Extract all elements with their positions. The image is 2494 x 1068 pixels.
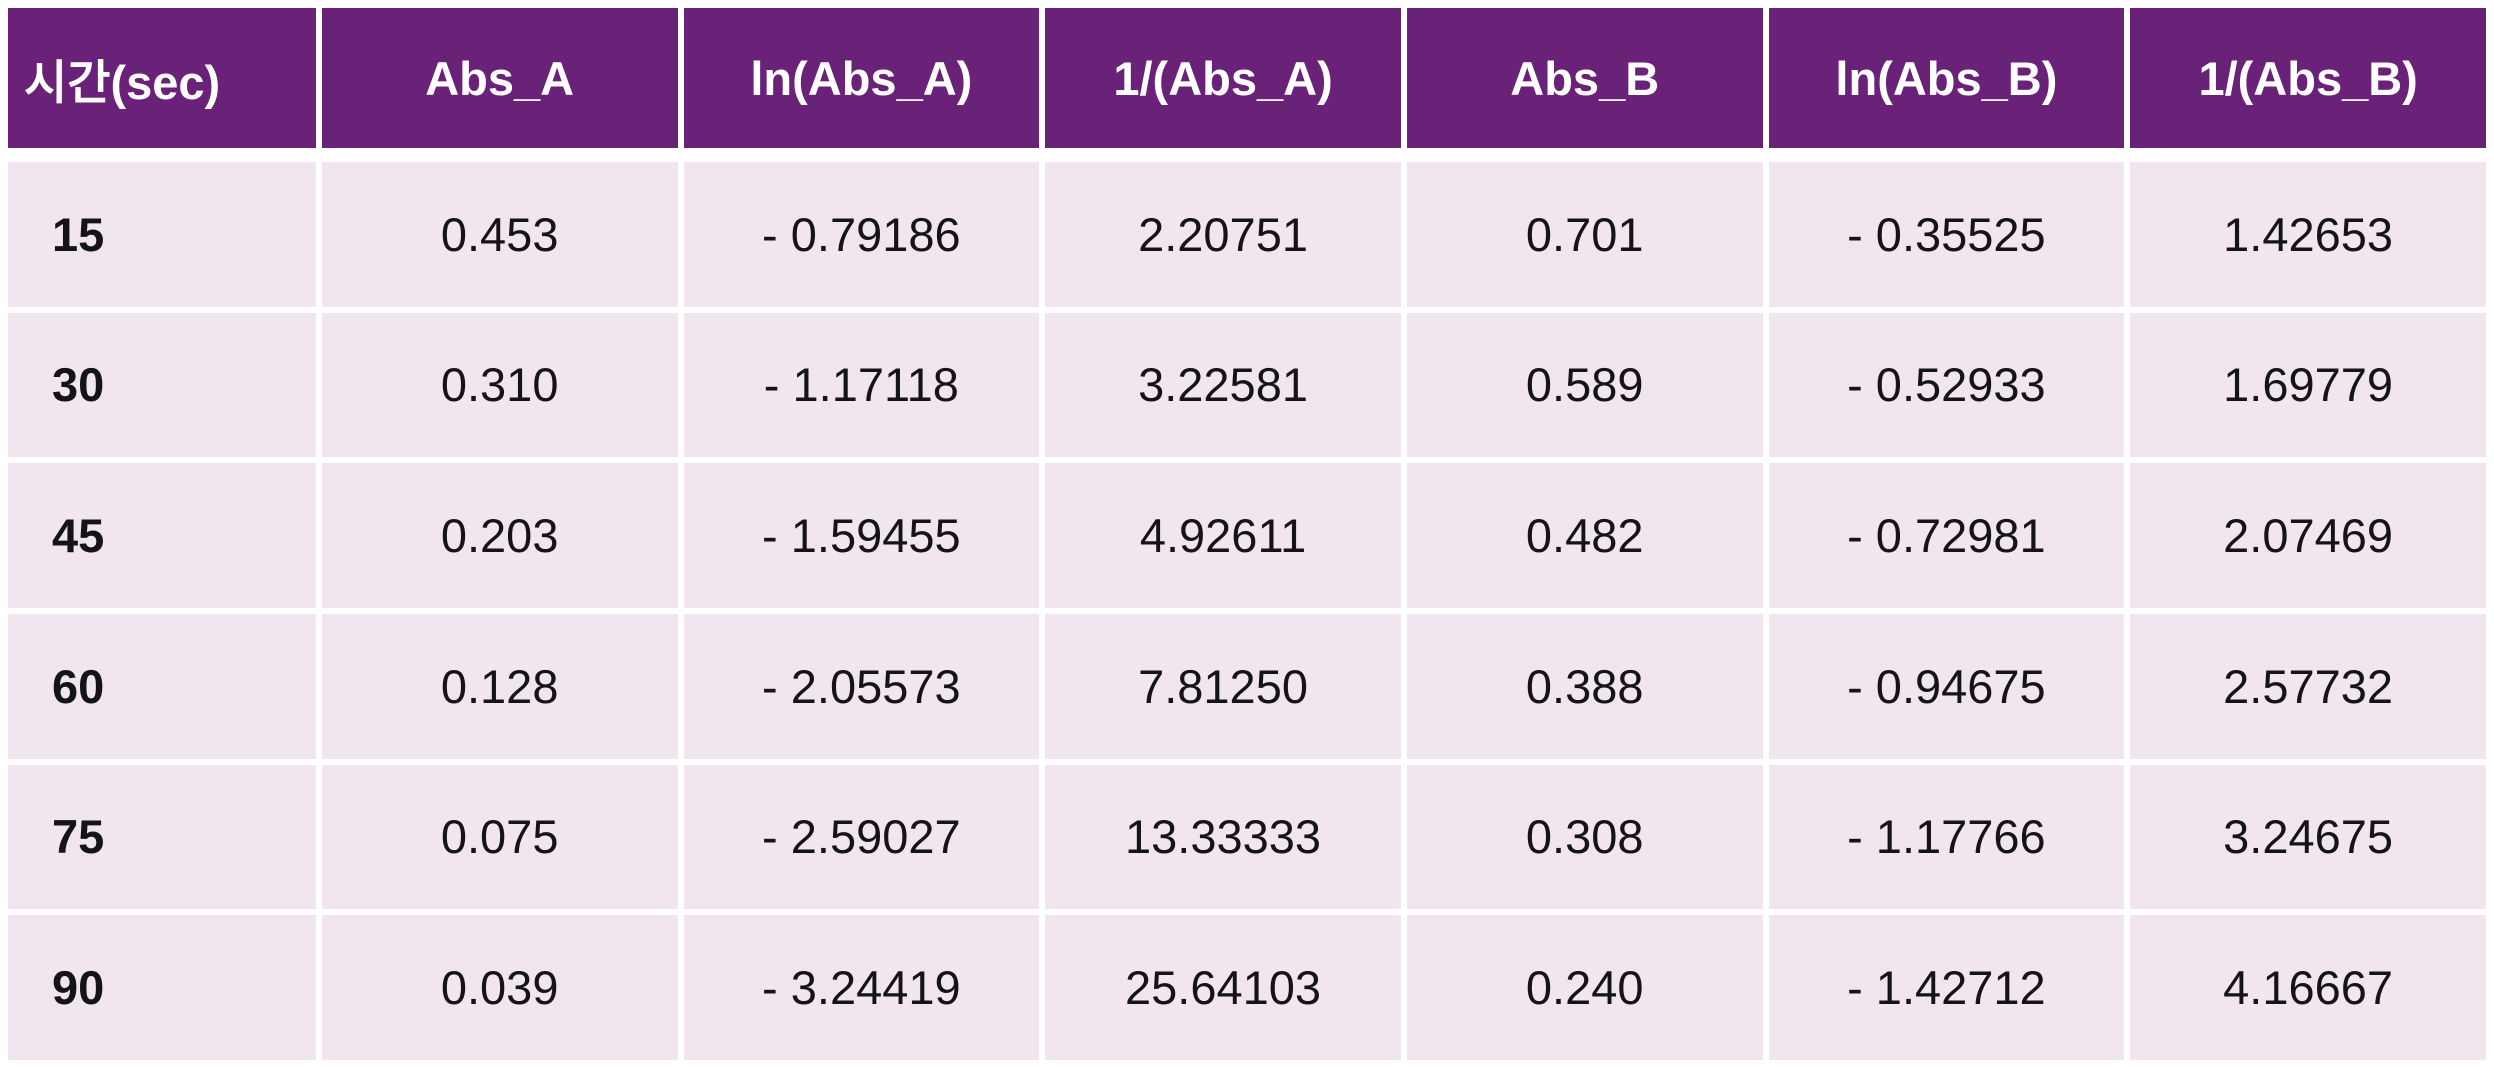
value-cell: 0.388 bbox=[1406, 613, 1763, 759]
value-cell: 0.453 bbox=[321, 162, 678, 307]
value-cell: - 1.42712 bbox=[1768, 915, 2125, 1060]
value-cell: - 2.59027 bbox=[683, 764, 1040, 910]
value-cell: 1.69779 bbox=[2130, 312, 2486, 458]
value-cell: - 0.94675 bbox=[1768, 613, 2125, 759]
value-cell: 0.701 bbox=[1406, 162, 1763, 307]
column-header-inv-abs-a: 1/(Abs_A) bbox=[1045, 8, 1401, 156]
value-cell: 13.33333 bbox=[1045, 764, 1401, 910]
value-cell: - 1.17766 bbox=[1768, 764, 2125, 910]
value-cell: 0.039 bbox=[321, 915, 678, 1060]
table-row: 45 0.203- 1.59455 4.92611 0.482- 0.72981 2.0… bbox=[8, 463, 2486, 608]
table-row: 90 0.039- 3.24419 25.64103 0.240- 1.42712 4.… bbox=[8, 915, 2486, 1060]
value-cell: - 1.17118 bbox=[683, 312, 1040, 458]
value-cell: 0.308 bbox=[1406, 764, 1763, 910]
value-cell: 25.64103 bbox=[1045, 915, 1401, 1060]
time-cell: 30 bbox=[8, 312, 316, 458]
value-cell: - 0.79186 bbox=[683, 162, 1040, 307]
column-header-inv-abs-b: 1/(Abs_B) bbox=[2130, 8, 2486, 156]
value-cell: 1.42653 bbox=[2130, 162, 2486, 307]
value-cell: 3.22581 bbox=[1045, 312, 1401, 458]
time-cell: 75 bbox=[8, 764, 316, 910]
time-cell: 15 bbox=[8, 162, 316, 307]
value-cell: - 1.59455 bbox=[683, 463, 1040, 608]
table-row: 30 0.310- 1.17118 3.22581 0.589- 0.52933 1.6… bbox=[8, 312, 2486, 458]
value-cell: 3.24675 bbox=[2130, 764, 2486, 910]
value-cell: - 3.24419 bbox=[683, 915, 1040, 1060]
value-cell: 0.128 bbox=[321, 613, 678, 759]
table-header-row: 시간(sec) Abs_A ln(Abs_A) 1/(Abs_A) Abs_B … bbox=[8, 8, 2486, 156]
value-cell: - 0.35525 bbox=[1768, 162, 2125, 307]
value-cell: 0.310 bbox=[321, 312, 678, 458]
value-cell: 4.92611 bbox=[1045, 463, 1401, 608]
column-header-ln-abs-a: ln(Abs_A) bbox=[683, 8, 1040, 156]
column-header-abs-b: Abs_B bbox=[1406, 8, 1763, 156]
value-cell: 2.57732 bbox=[2130, 613, 2486, 759]
table-row: 15 0.453- 0.79186 2.20751 0.701- 0.35525 1.4… bbox=[8, 162, 2486, 307]
time-cell: 45 bbox=[8, 463, 316, 608]
time-cell: 90 bbox=[8, 915, 316, 1060]
value-cell: 0.482 bbox=[1406, 463, 1763, 608]
table-row: 75 0.075- 2.59027 13.33333 0.308- 1.17766 3.… bbox=[8, 764, 2486, 910]
value-cell: 2.07469 bbox=[2130, 463, 2486, 608]
column-header-time: 시간(sec) bbox=[8, 8, 316, 156]
table-row: 60 0.128- 2.05573 7.81250 0.388- 0.94675 2.5… bbox=[8, 613, 2486, 759]
value-cell: 0.240 bbox=[1406, 915, 1763, 1060]
value-cell: 7.81250 bbox=[1045, 613, 1401, 759]
column-header-ln-abs-b: ln(Abs_B) bbox=[1768, 8, 2125, 156]
value-cell: 0.589 bbox=[1406, 312, 1763, 458]
value-cell: 0.075 bbox=[321, 764, 678, 910]
value-cell: 4.16667 bbox=[2130, 915, 2486, 1060]
column-header-abs-a: Abs_A bbox=[321, 8, 678, 156]
value-cell: 0.203 bbox=[321, 463, 678, 608]
value-cell: - 0.52933 bbox=[1768, 312, 2125, 458]
value-cell: - 0.72981 bbox=[1768, 463, 2125, 608]
value-cell: 2.20751 bbox=[1045, 162, 1401, 307]
table-body: 15 0.453- 0.79186 2.20751 0.701- 0.35525 1.4… bbox=[8, 162, 2486, 1060]
value-cell: - 2.05573 bbox=[683, 613, 1040, 759]
time-cell: 60 bbox=[8, 613, 316, 759]
